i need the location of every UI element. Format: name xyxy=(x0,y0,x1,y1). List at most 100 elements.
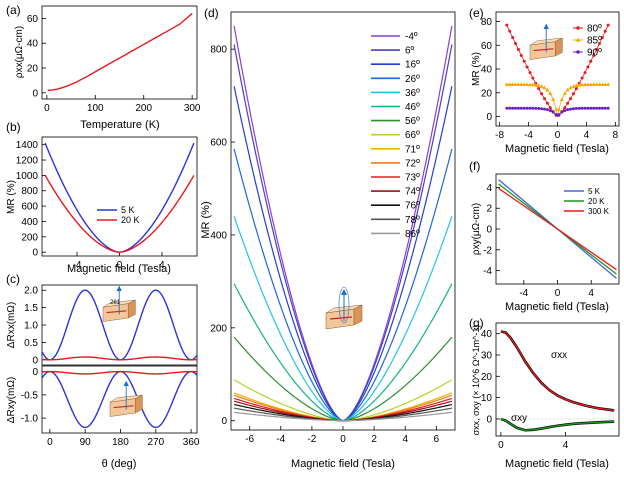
panel-f-ylabel: ρxy(μΩ-cm) xyxy=(471,203,482,255)
data-point xyxy=(548,91,553,96)
data-point xyxy=(522,106,526,110)
data-point xyxy=(597,106,601,110)
legend-b-label-20k: 20 K xyxy=(121,215,140,225)
data-point xyxy=(540,107,544,111)
data-point xyxy=(577,82,582,87)
panel-g-xlabel: Magnetic field (Tesla) xyxy=(505,458,609,470)
legend-d-label: 6º xyxy=(405,46,415,57)
x-tick-label: -6 xyxy=(245,434,254,445)
x-tick-label: 4 xyxy=(159,260,165,271)
panel-c-inset-label: 2θ1 xyxy=(110,300,121,306)
y-tick-label: 0 xyxy=(221,416,227,427)
data-point xyxy=(514,42,518,46)
sigma-xy-label: σxy xyxy=(511,413,527,424)
data-point xyxy=(519,82,524,86)
data-point xyxy=(508,29,512,33)
data-point xyxy=(522,59,526,63)
data-point xyxy=(591,82,596,86)
y-tick-label: 0 xyxy=(486,225,492,236)
y-tick-label: 40 xyxy=(481,329,493,340)
y-tick-label: 1200 xyxy=(16,156,39,167)
data-point xyxy=(574,83,579,88)
data-point xyxy=(559,97,564,101)
panel-b: (b) 0 200 400 600 800 1000 1200 1400 -4 0 4 MR (%… xyxy=(6,120,198,275)
panel-d-legend: -4º 6º 16º 26º 36º 46º 56º 66º 71º 72º 73º 74º 76º 78… xyxy=(371,32,420,240)
legend-d-label: 16º xyxy=(405,60,420,71)
data-point xyxy=(505,106,509,110)
x-tick-label: 2 xyxy=(371,434,377,445)
y-tick-label: 600 xyxy=(210,138,227,149)
y-tick-label: 40 xyxy=(27,39,39,50)
series-sigma-xy xyxy=(500,418,615,431)
data-point xyxy=(519,53,523,57)
data-point xyxy=(569,97,573,101)
y-tick-label: -1.0 xyxy=(21,414,39,425)
data-point xyxy=(586,106,590,110)
y-tick-label: 0 xyxy=(486,112,492,123)
x-tick-label: -4 xyxy=(73,260,82,271)
legend-d-label: 46º xyxy=(405,102,420,113)
x-tick-label: 0 xyxy=(44,103,50,114)
data-point xyxy=(536,83,541,88)
x-tick-label: 8 xyxy=(613,130,619,141)
y-tick-label: 20 xyxy=(481,88,493,99)
data-point xyxy=(548,106,552,110)
y-tick-label: 1400 xyxy=(16,140,39,151)
data-point xyxy=(582,82,587,87)
data-point xyxy=(606,82,611,86)
data-point xyxy=(574,107,578,111)
panel-e-label: (e) xyxy=(469,6,484,20)
data-point xyxy=(548,109,552,113)
x-tick-label: 200 xyxy=(135,103,152,114)
data-point xyxy=(522,82,527,86)
legend-d-label: 86º xyxy=(405,229,420,240)
data-point xyxy=(551,97,556,101)
panel-a-label: (a) xyxy=(6,3,21,17)
data-point xyxy=(542,107,546,111)
panel-b-ylabel: MR (%) xyxy=(6,180,17,214)
legend-d-label: 71º xyxy=(405,144,420,155)
data-point xyxy=(603,106,607,110)
panel-g-label: (g) xyxy=(469,316,484,330)
legend-d-label: 56º xyxy=(405,116,420,127)
panel-e-inset xyxy=(529,23,563,61)
sigma-xx-label: σxx xyxy=(551,350,567,361)
data-point xyxy=(545,101,549,105)
panel-e-xlabel: Magnetic field (Tesla) xyxy=(505,143,609,155)
panel-d-xlabel: Magnetic field (Tesla) xyxy=(291,458,395,470)
data-point xyxy=(566,101,570,105)
legend-e-marker xyxy=(576,26,580,30)
panel-c: (c) 0 0.5 1.0 1.5 2.0 -1.0 -0.5 0 0 90 180 270 360… xyxy=(6,272,200,470)
data-point xyxy=(508,106,512,110)
legend-e-label: 85º xyxy=(587,36,602,47)
panel-f-xlabel: Magnetic field (Tesla) xyxy=(505,301,609,313)
data-point xyxy=(554,113,558,117)
legend-d-label: -4º xyxy=(405,32,418,43)
data-point xyxy=(566,108,570,112)
data-point xyxy=(606,106,610,110)
data-point xyxy=(557,113,561,117)
x-tick-label: 0 xyxy=(117,260,123,271)
panel-a-ylabel: ρxx(μΩ-cm) xyxy=(14,26,25,78)
y-tick-label: 1000 xyxy=(16,171,39,182)
data-point xyxy=(560,110,564,114)
y-tick-label: 600 xyxy=(21,202,38,213)
y-tick-label: 400 xyxy=(21,217,38,228)
x-tick-label: 270 xyxy=(147,437,164,448)
data-point xyxy=(542,85,547,90)
y-tick-label: 0 xyxy=(32,248,38,259)
legend-e-marker xyxy=(576,50,580,54)
y-tick-label: 20 xyxy=(27,64,39,75)
data-point xyxy=(583,71,587,75)
legend-d-label: 66º xyxy=(405,130,420,141)
series-mr-5k xyxy=(44,142,195,253)
y-tick-label: 800 xyxy=(21,186,38,197)
panel-c-label: (c) xyxy=(6,272,20,286)
panel-d-ylabel: MR (%) xyxy=(200,201,212,238)
x-tick-label: -4 xyxy=(519,288,528,299)
panel-d-label: (d) xyxy=(204,6,219,20)
data-point xyxy=(588,82,593,86)
y-tick-label: 0 xyxy=(32,88,38,99)
